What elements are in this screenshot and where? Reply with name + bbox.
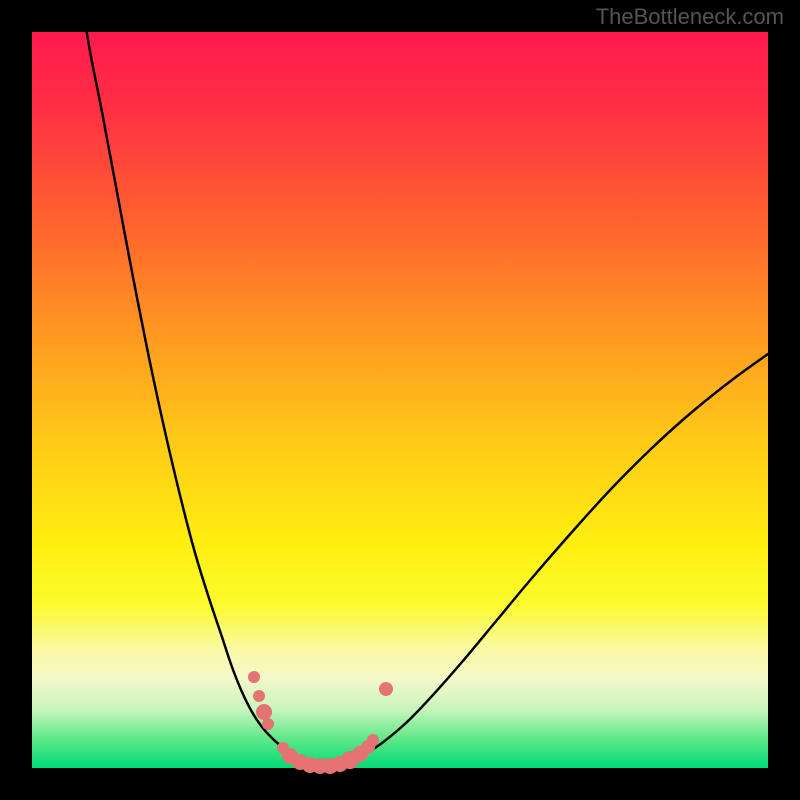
curve-right [322,338,792,767]
chart-container: TheBottleneck.com [0,0,800,800]
marker-point [379,682,393,696]
curve-left [85,22,322,767]
marker-point [367,734,379,746]
marker-point [256,704,272,720]
marker-point [248,671,260,683]
marker-point [253,690,265,702]
marker-point [262,718,274,730]
plot-area [32,32,768,768]
curve-overlay [32,32,768,768]
watermark-text: TheBottleneck.com [596,4,784,30]
